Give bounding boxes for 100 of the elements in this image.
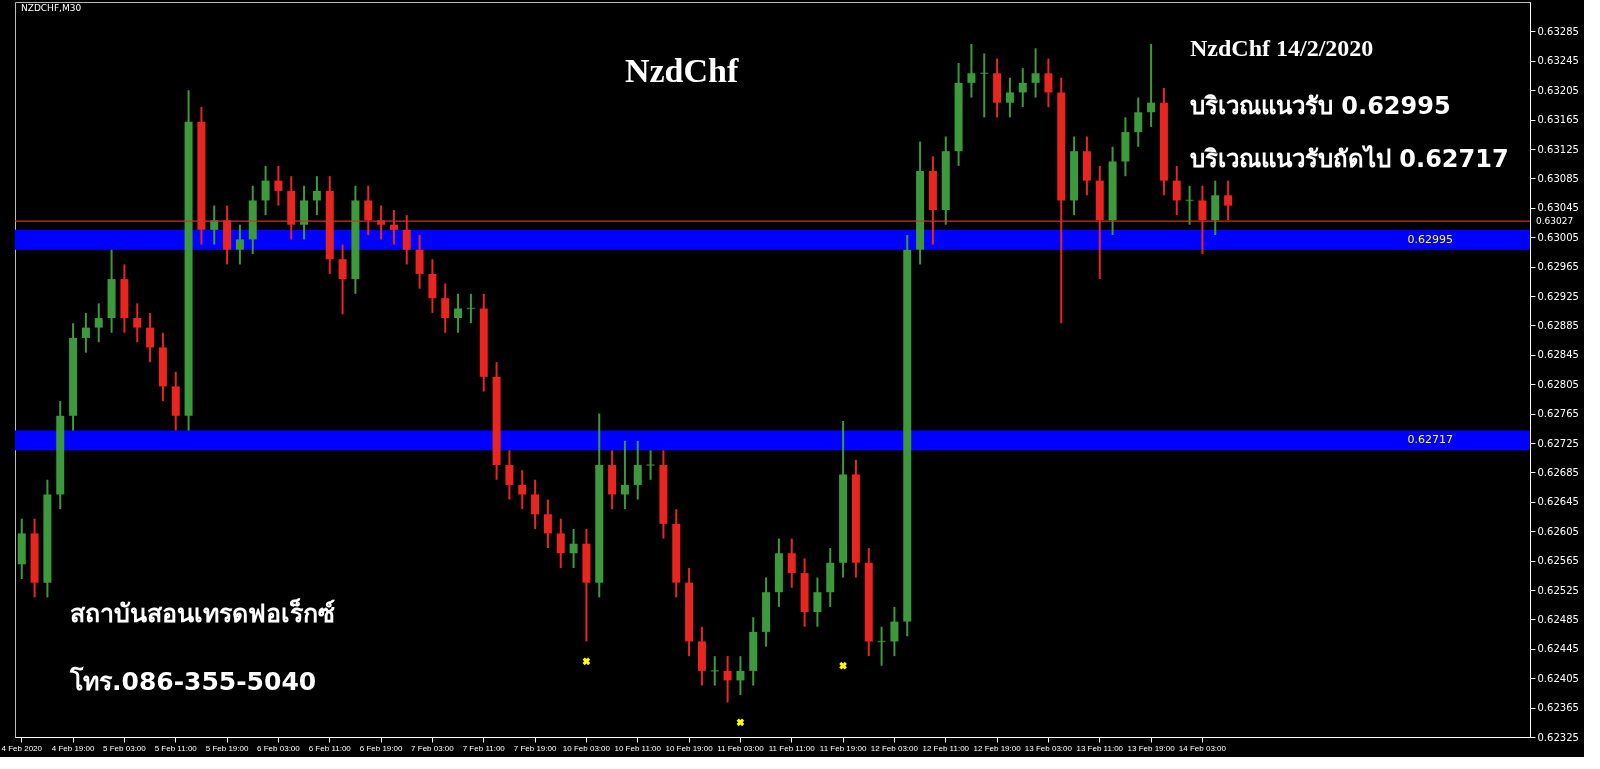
candlestick	[736, 655, 745, 697]
candlestick	[556, 517, 565, 569]
annotation: NzdChf 14/2/2020	[1190, 35, 1374, 61]
candlestick	[710, 655, 719, 687]
y-tick-label: 0.62845	[1537, 349, 1579, 361]
annotation: โทร.086-355-5040	[69, 666, 317, 696]
y-tick-label: 0.62525	[1537, 584, 1579, 596]
x-tick-label: 4 Feb 19:00	[51, 743, 95, 753]
annotation: บริเวณแนวรับ 0.62995	[1190, 92, 1451, 120]
y-tick-label: 0.62885	[1537, 319, 1579, 331]
y-tick-label: 0.62365	[1537, 702, 1579, 714]
y-tick-label: 0.62965	[1537, 261, 1579, 273]
candlestick	[1134, 96, 1143, 148]
y-tick-label: 0.63285	[1537, 25, 1579, 37]
point	[736, 718, 745, 727]
candlestick	[338, 243, 347, 316]
candlestick	[1018, 67, 1027, 109]
x-tick-label: 5 Feb 19:00	[205, 743, 249, 753]
candlestick	[787, 537, 796, 589]
candlestick	[454, 292, 463, 334]
x-tick-label: 12 Feb 19:00	[973, 743, 1022, 753]
annotation: สถาบันสอนเทรดฟอเร็กซ์	[70, 598, 335, 628]
point	[839, 661, 847, 670]
y-tick-label: 0.62605	[1537, 525, 1579, 537]
x-tick-label: 12 Feb 03:00	[870, 743, 919, 753]
x-tick-label: 6 Feb 19:00	[359, 743, 403, 753]
x-tick-label: 13 Feb 19:00	[1127, 743, 1176, 753]
candlestick	[133, 302, 142, 344]
y-tick-label: 0.62725	[1537, 437, 1579, 449]
x-tick-label: 5 Feb 03:00	[103, 743, 147, 753]
candlestick	[94, 302, 103, 344]
candlestick	[531, 478, 540, 530]
candlestick	[890, 605, 899, 658]
candlestick	[1031, 47, 1040, 99]
candlestick	[1172, 164, 1181, 217]
candlestick	[569, 528, 578, 569]
text: NzdChf	[624, 52, 739, 89]
band-label: 0.62995	[1407, 232, 1453, 246]
x-tick-label: 6 Feb 11:00	[308, 743, 352, 753]
candlestick	[274, 164, 283, 207]
candlestick	[505, 449, 514, 501]
y-tick-label: 0.63245	[1537, 55, 1579, 67]
y-tick-label: 0.62445	[1537, 643, 1579, 655]
x-tick-label: 7 Feb 11:00	[462, 743, 506, 753]
candlestick	[633, 439, 642, 501]
x-tick-label: 13 Feb 11:00	[1076, 743, 1124, 753]
candlestick	[543, 498, 552, 550]
x-tick-label: 11 Feb 03:00	[717, 743, 765, 753]
y-tick-label: 0.63045	[1537, 202, 1579, 214]
y-tick-label: 0.63005	[1537, 231, 1579, 243]
candlestick	[620, 439, 629, 511]
y-tick-label: 0.63165	[1537, 114, 1579, 126]
candlestick	[364, 184, 373, 236]
y-tick-label: 0.62685	[1537, 466, 1579, 478]
candlestick	[967, 42, 976, 99]
y-tick-label: 0.63085	[1537, 172, 1579, 184]
ref-line-label: 0.63027	[1536, 216, 1574, 227]
candlestick	[518, 469, 527, 511]
candlestick	[235, 223, 244, 266]
y-tick-label: 0.62565	[1537, 555, 1579, 567]
x-tick-label: 14 Feb 03:00	[1178, 743, 1227, 753]
y-tick-label: 0.62405	[1537, 672, 1579, 684]
y-tick-label: 0.62485	[1537, 613, 1579, 625]
x-tick-label: 12 Feb 11:00	[922, 743, 970, 753]
x-tick-label: 6 Feb 03:00	[257, 743, 301, 753]
annotation: บริเวณแนวรับถัดไป 0.62717	[1190, 144, 1509, 173]
candlestick	[441, 282, 450, 334]
x-tick-label: 4 Feb 2020	[1, 743, 43, 753]
candlestick	[146, 311, 155, 364]
y-tick-label: 0.62645	[1537, 496, 1579, 508]
candlestick	[1224, 179, 1233, 222]
x-tick-label: 7 Feb 03:00	[411, 743, 455, 753]
candlestick	[81, 311, 90, 354]
candlestick	[261, 164, 270, 217]
candlestick	[813, 576, 822, 628]
annotation: NZDCHF,M30	[21, 3, 82, 13]
candlestick	[1198, 184, 1207, 256]
band-label: 0.62717	[1407, 433, 1453, 447]
x-tick-label: 10 Feb 11:00	[614, 743, 662, 753]
y-tick-label: 0.62805	[1537, 378, 1579, 390]
candlestick	[389, 209, 398, 246]
candlestick	[723, 655, 732, 704]
y-tick-label: 0.62325	[1537, 731, 1579, 743]
y-tick-label: 0.63205	[1537, 84, 1579, 96]
candlestick	[402, 214, 411, 266]
y-tick-label: 0.63125	[1537, 143, 1579, 155]
candlestick	[1147, 42, 1156, 128]
x-tick-label: 7 Feb 19:00	[513, 743, 557, 753]
candlestick	[1005, 76, 1014, 119]
candlestick	[312, 175, 321, 217]
x-tick-label: 10 Feb 03:00	[562, 743, 611, 753]
y-tick-label: 0.62925	[1537, 290, 1579, 302]
x-tick-label: 11 Feb 19:00	[819, 743, 867, 753]
candlestick	[646, 449, 655, 481]
y-tick-label: 0.62765	[1537, 408, 1579, 420]
candlestick	[1044, 57, 1053, 109]
x-tick-label: 10 Feb 19:00	[665, 743, 714, 753]
x-tick-label: 11 Feb 11:00	[768, 743, 816, 753]
point	[582, 657, 591, 666]
x-tick-label: 5 Feb 11:00	[154, 743, 198, 753]
